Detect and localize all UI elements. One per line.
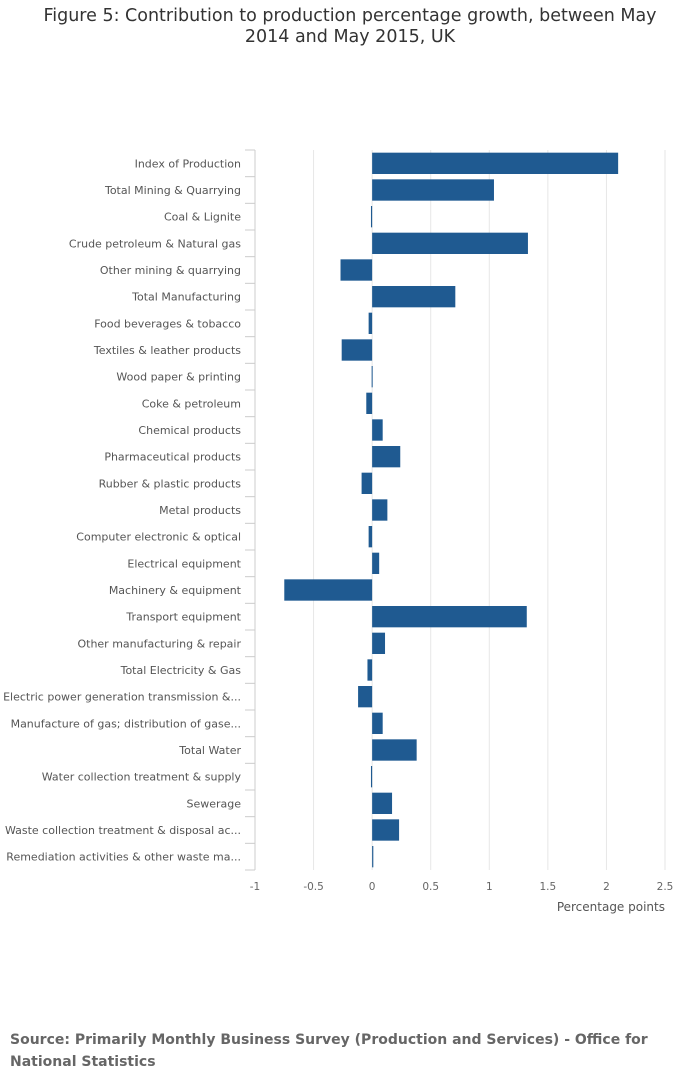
- category-label: Total Electricity & Gas: [120, 664, 242, 677]
- category-label: Electric power generation transmission &…: [3, 691, 241, 704]
- bar: [372, 552, 380, 574]
- x-tick-label: 2: [603, 881, 610, 893]
- category-label: Water collection treatment & supply: [42, 771, 242, 784]
- category-label: Sewerage: [186, 797, 241, 810]
- category-label: Textiles & leather products: [93, 344, 241, 357]
- bar: [367, 659, 373, 681]
- category-label: Total Manufacturing: [131, 291, 241, 304]
- category-label: Food beverages & tobacco: [94, 317, 241, 330]
- gridlines: [313, 150, 666, 870]
- category-label: Pharmaceutical products: [104, 451, 241, 464]
- category-label: Total Water: [178, 744, 241, 757]
- bar: [372, 792, 393, 814]
- category-label: Transport equipment: [125, 611, 241, 624]
- x-tick-label: -0.5: [303, 881, 324, 893]
- chart-title: Figure 5: Contribution to production per…: [43, 6, 657, 47]
- bar-chart: Index of Production Total Mining & Quarry…: [3, 149, 674, 914]
- bar: [372, 499, 388, 521]
- bar: [372, 446, 401, 468]
- bar: [341, 339, 373, 361]
- bar: [372, 232, 528, 254]
- category-label: Electrical equipment: [127, 557, 241, 570]
- bars: [284, 152, 619, 868]
- x-tick-label: -1: [250, 881, 260, 893]
- value-axis: -1 -0.5 0 0.5 1 1.5 2 2.5: [250, 881, 674, 893]
- category-label: Remediation activities & other waste ma.…: [6, 851, 241, 864]
- bar: [372, 419, 383, 441]
- x-tick-label: 1.5: [540, 881, 557, 893]
- bar: [358, 686, 373, 708]
- category-axis: Index of Production Total Mining & Quarry…: [3, 149, 256, 871]
- x-axis-title: Percentage points: [557, 900, 665, 914]
- bar: [368, 312, 373, 334]
- bar: [372, 739, 417, 761]
- category-label: Coke & petroleum: [142, 397, 241, 410]
- bar: [372, 152, 619, 174]
- bar: [372, 819, 400, 841]
- x-tick-label: 1: [486, 881, 493, 893]
- category-label: Machinery & equipment: [109, 584, 242, 597]
- category-label: Waste collection treatment & disposal ac…: [5, 824, 241, 837]
- bar: [368, 526, 373, 548]
- bar: [361, 472, 373, 494]
- bar: [372, 846, 374, 868]
- category-label: Wood paper & printing: [116, 371, 241, 384]
- category-label: Total Mining & Quarrying: [104, 184, 241, 197]
- category-label: Other manufacturing & repair: [77, 637, 241, 650]
- category-label: Metal products: [159, 504, 241, 517]
- bar: [340, 259, 373, 281]
- category-label: Other mining & quarrying: [100, 264, 241, 277]
- bar: [372, 606, 527, 628]
- source-note: Source: Primarily Monthly Business Surve…: [10, 1032, 648, 1070]
- x-tick-label: 0: [369, 881, 376, 893]
- category-label: Computer electronic & optical: [76, 531, 241, 544]
- category-label: Rubber & plastic products: [99, 477, 242, 490]
- bar: [372, 712, 383, 734]
- bar: [370, 766, 373, 788]
- category-label: Manufacture of gas; distribution of gase…: [11, 717, 241, 730]
- bar: [372, 179, 494, 201]
- category-label: Crude petroleum & Natural gas: [69, 237, 241, 250]
- category-label: Coal & Lignite: [164, 211, 241, 224]
- bar: [372, 286, 456, 308]
- category-label: Index of Production: [135, 157, 241, 170]
- bar: [284, 579, 373, 601]
- x-tick-label: 0.5: [422, 881, 439, 893]
- bar: [372, 632, 386, 654]
- bar: [371, 366, 373, 388]
- bar: [370, 206, 373, 228]
- bar: [366, 392, 373, 414]
- x-tick-label: 2.5: [657, 881, 674, 893]
- category-label: Chemical products: [138, 424, 241, 437]
